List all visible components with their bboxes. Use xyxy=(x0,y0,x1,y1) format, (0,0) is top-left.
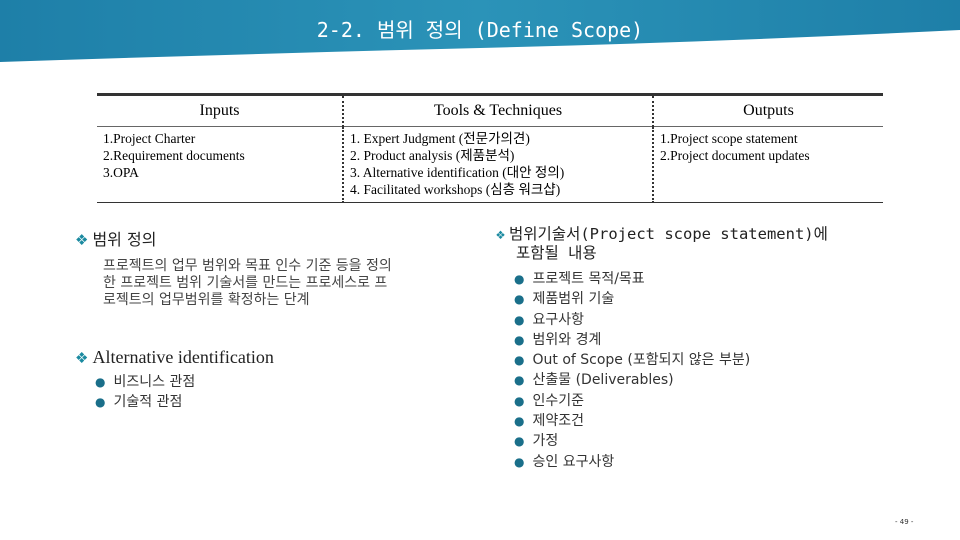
body-row: 1.Project Charter 2.Requirement documents… xyxy=(97,126,883,203)
bullet-item: 기술적 관점 xyxy=(95,392,475,412)
column-header: Tools & Techniques xyxy=(342,93,653,127)
bullet-item: 가정 xyxy=(514,431,916,451)
cell-item: 3. Alternative identification (대안 정의) xyxy=(350,165,565,180)
cell-item: 1. Expert Judgment (전문가의견) xyxy=(350,131,530,146)
page-number: - 49 - xyxy=(895,518,914,526)
cell: 1.Project Charter 2.Requirement documents… xyxy=(97,126,343,203)
header-row: Inputs Tools & Techniques Outputs xyxy=(97,93,883,127)
cell-item: 4. Facilitated workshops (심층 워크샵) xyxy=(350,182,561,197)
bullet-item: 프로젝트 목적/목표 xyxy=(514,269,916,289)
bullet-item: 인수기준 xyxy=(514,391,916,411)
diamond-bullet: ❖ xyxy=(496,225,506,243)
bullet-list: 프로젝트 목적/목표제품범위 기술요구사항범위와 경계Out of Scope … xyxy=(514,269,916,472)
heading-text: 범위기술서(Project scope statement)에 xyxy=(509,225,828,243)
cell-item: 2. Product analysis (제품분석) xyxy=(350,148,515,163)
bullet-item: 제품범위 기술 xyxy=(514,289,916,309)
heading: ❖ 범위기술서(Project scope statement)에 포함될 내용 xyxy=(496,225,916,263)
paragraph-line: 한 프로젝트 범위 기술서를 만드는 프로세스로 프 xyxy=(103,275,388,291)
cell-item: 1.Project scope statement xyxy=(660,131,798,146)
bullet-item: 비즈니스 관점 xyxy=(95,372,475,392)
bullet-item: 요구사항 xyxy=(514,310,916,330)
bullet-item: 산출물 (Deliverables) xyxy=(514,370,916,390)
heading-text: 포함될 내용 xyxy=(516,244,597,262)
column-header: Outputs xyxy=(652,93,883,127)
cell-item: 2.Project document updates xyxy=(660,148,810,163)
title-banner xyxy=(0,0,960,62)
definition-section: ❖ 범위 정의 프로젝트의 업무 범위와 목표 인수 기준 등을 정의 한 프로젝트… xyxy=(75,226,475,309)
heading-text: Alternative identification xyxy=(92,347,274,367)
heading-line: ❖ 범위기술서(Project scope statement)에 xyxy=(496,225,916,244)
alternative-section: ❖Alternative identification 비즈니스 관점기술적 관… xyxy=(75,347,475,413)
heading: ❖ Alternative identification xyxy=(75,347,274,367)
cell: 1.Project scope statement 2.Project docum… xyxy=(652,126,883,203)
bullet-item: 제약조건 xyxy=(514,411,916,431)
title: 2-2. 범위 정의 (Define Scope) xyxy=(316,18,644,42)
bullet-item: 승인 요구사항 xyxy=(514,452,916,472)
bullet-item: Out of Scope (포함되지 않은 부분) xyxy=(514,350,916,370)
cell: 1. Expert Judgment (전문가의견) 2. Product ana… xyxy=(342,126,653,203)
cell-item: 3.OPA xyxy=(103,165,139,180)
paragraph-line: 로젝트의 업무범위를 확정하는 단계 xyxy=(103,292,310,308)
column-header: Inputs xyxy=(97,93,343,127)
bullet-list: 비즈니스 관점기술적 관점 xyxy=(95,372,475,413)
bullet-item: 범위와 경계 xyxy=(514,330,916,350)
cell-item: 1.Project Charter xyxy=(103,131,196,146)
heading-line: 포함될 내용 xyxy=(496,244,916,263)
cell-item: 2.Requirement documents xyxy=(103,148,245,163)
paragraph: 프로젝트의 업무 범위와 목표 인수 기준 등을 정의 한 프로젝트 범위 기술서… xyxy=(103,258,475,309)
heading: ❖ 범위 정의 xyxy=(75,230,157,249)
process-table: Inputs Tools & Techniques Outputs 1.Projec… xyxy=(97,93,883,203)
paragraph-line: 프로젝트의 업무 범위와 목표 인수 기준 등을 정의 xyxy=(103,258,392,274)
heading-text: 범위 정의 xyxy=(92,230,157,249)
